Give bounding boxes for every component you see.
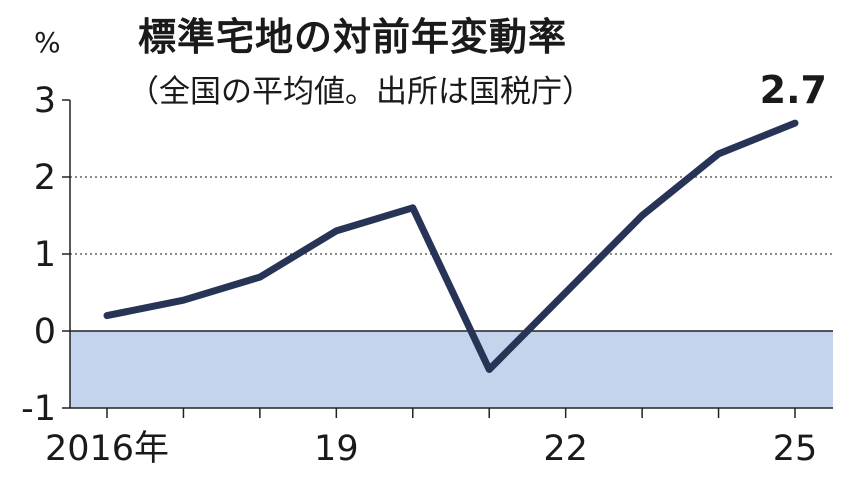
y-tick-label: 2	[34, 158, 56, 198]
series-line	[103, 119, 799, 373]
x-tick-label: 2016年	[45, 429, 169, 469]
y-tick-label: 1	[34, 235, 56, 275]
x-tick-label: 19	[314, 429, 359, 469]
x-tick-label: 22	[543, 429, 588, 469]
chart-subtitle: （全国の平均値。出所は国税庁）	[128, 74, 593, 110]
y-tick-label: 3	[34, 81, 56, 121]
x-tick-label: 25	[773, 429, 818, 469]
y-tick-label: -1	[21, 389, 56, 429]
y-tick-label: 0	[34, 312, 56, 352]
y-axis-unit: %	[34, 26, 61, 59]
negative-region-fill	[70, 331, 833, 408]
chart-title: 標準宅地の対前年変動率	[138, 15, 568, 59]
end-value-label: 2.7	[760, 68, 827, 112]
